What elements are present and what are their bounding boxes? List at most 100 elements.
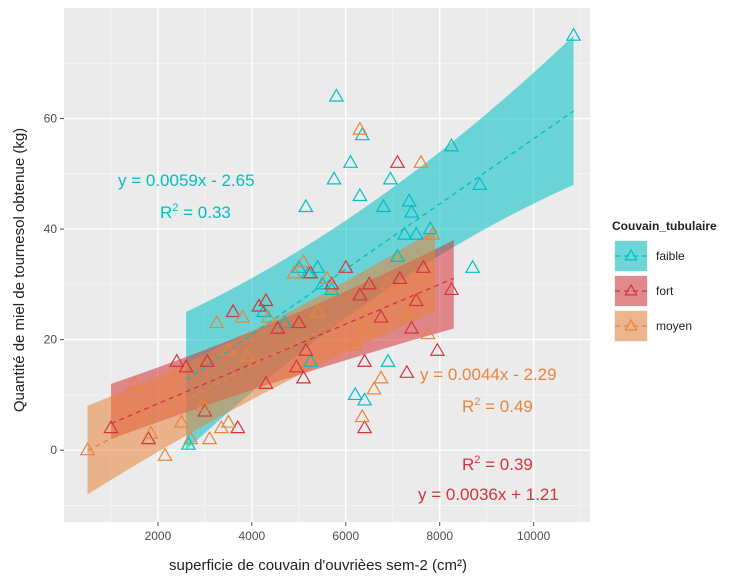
point-moyen xyxy=(354,320,370,334)
legend-key-marker-fort xyxy=(624,283,638,296)
x-tick-label: 2000 xyxy=(145,529,172,543)
point-faible xyxy=(347,386,363,401)
point-faible xyxy=(309,259,326,273)
point-faible xyxy=(401,193,417,207)
point-moyen xyxy=(295,254,312,268)
point-moyen xyxy=(347,336,363,351)
point-faible xyxy=(298,198,314,213)
regression-lines xyxy=(87,110,574,452)
point-moyen xyxy=(319,270,335,284)
point-faible xyxy=(464,259,481,273)
point-fort xyxy=(298,342,314,356)
point-moyen xyxy=(424,226,441,240)
point-moyen xyxy=(208,314,225,329)
point-fort xyxy=(338,259,354,273)
equation-faible: R2 = 0.33 xyxy=(160,202,231,222)
point-moyen xyxy=(234,309,251,323)
point-moyen xyxy=(79,441,96,456)
point-fort xyxy=(408,292,424,307)
legend-key-fill-faible xyxy=(615,241,647,271)
point-fort xyxy=(443,281,460,296)
point-fort xyxy=(392,270,408,284)
regression-equations: y = 0.0059x - 2.65 R2 = 0.33 R2 = 0.39 y = … xyxy=(118,171,559,504)
point-fort xyxy=(258,292,274,307)
point-moyen xyxy=(194,397,211,412)
point-faible xyxy=(302,353,319,367)
point-moyen xyxy=(380,276,396,290)
point-faible xyxy=(328,88,345,102)
point-faible xyxy=(375,198,392,213)
point-moyen xyxy=(143,425,159,439)
point-fort xyxy=(403,320,420,334)
point-fort xyxy=(429,342,446,356)
y-axis-title: Quantité de miel de tournesol obtenue (k… xyxy=(11,128,28,412)
point-fort xyxy=(258,375,274,389)
point-faible xyxy=(382,171,399,185)
point-fort xyxy=(295,370,312,384)
point-moyen xyxy=(220,414,237,428)
point-faible xyxy=(422,220,439,235)
regression-line-faible xyxy=(185,110,574,381)
point-faible xyxy=(326,171,342,185)
point-fort xyxy=(269,320,286,334)
point-moyen xyxy=(352,121,368,135)
point-moyen xyxy=(420,325,436,340)
point-faible xyxy=(443,137,460,152)
point-moyen xyxy=(354,408,370,423)
point-faible xyxy=(277,314,293,329)
point-moyen xyxy=(286,265,302,279)
point-fort xyxy=(225,303,241,318)
point-moyen xyxy=(366,381,382,395)
point-moyen xyxy=(220,342,237,356)
legend-label-faible: faible xyxy=(656,249,685,263)
point-faible xyxy=(389,248,406,262)
y-axis-ticks: 0 20 40 60 xyxy=(44,112,64,457)
point-moyen xyxy=(260,309,276,323)
point-moyen xyxy=(183,430,199,445)
x-tick-label: 6000 xyxy=(332,529,359,543)
x-tick-label: 10000 xyxy=(517,529,551,543)
point-fort xyxy=(291,314,307,329)
point-moyen xyxy=(373,370,389,384)
point-faible xyxy=(565,27,582,41)
regression-line-moyen xyxy=(87,270,436,452)
equation-fort: R2 = 0.39 xyxy=(462,454,533,474)
point-moyen xyxy=(201,430,218,445)
point-fort xyxy=(352,287,368,301)
data-points xyxy=(79,27,582,461)
x-axis-title: superficie de couvain d'ouvrièes sem-2 (… xyxy=(169,557,467,574)
x-tick-label: 4000 xyxy=(239,529,266,543)
point-fort xyxy=(302,265,319,279)
equation-moyen: y = 0.0044x - 2.29 xyxy=(420,365,557,384)
y-tick-label: 40 xyxy=(44,222,58,236)
regression-line-fort xyxy=(110,277,455,425)
legend: Couvain_tubulaire faible fort moyen xyxy=(612,219,717,342)
point-faible xyxy=(356,392,373,406)
point-fort xyxy=(169,353,185,367)
point-fort xyxy=(361,276,377,290)
legend-label-fort: fort xyxy=(656,284,674,298)
point-fort xyxy=(373,309,389,323)
point-faible xyxy=(403,204,420,218)
equation-fort: y = 0.0036x + 1.21 xyxy=(418,485,559,504)
point-moyen xyxy=(239,347,255,362)
confidence-bands xyxy=(87,35,574,495)
legend-key-fill-fort xyxy=(615,276,647,306)
point-faible xyxy=(380,353,396,367)
point-fort xyxy=(199,353,215,367)
legend-title: Couvain_tubulaire xyxy=(612,219,717,233)
point-moyen xyxy=(126,375,143,389)
y-tick-label: 0 xyxy=(50,443,57,457)
point-fort xyxy=(399,364,415,378)
point-fort xyxy=(415,259,431,273)
legend-key-fill-moyen xyxy=(615,311,647,341)
point-fort xyxy=(288,359,305,373)
confidence-band-moyen xyxy=(87,229,436,495)
point-fort xyxy=(103,419,119,434)
legend-key-marker-faible xyxy=(624,248,638,261)
point-moyen xyxy=(309,303,326,318)
point-faible xyxy=(471,176,488,191)
point-fort xyxy=(389,154,406,168)
y-tick-label: 60 xyxy=(44,112,58,126)
